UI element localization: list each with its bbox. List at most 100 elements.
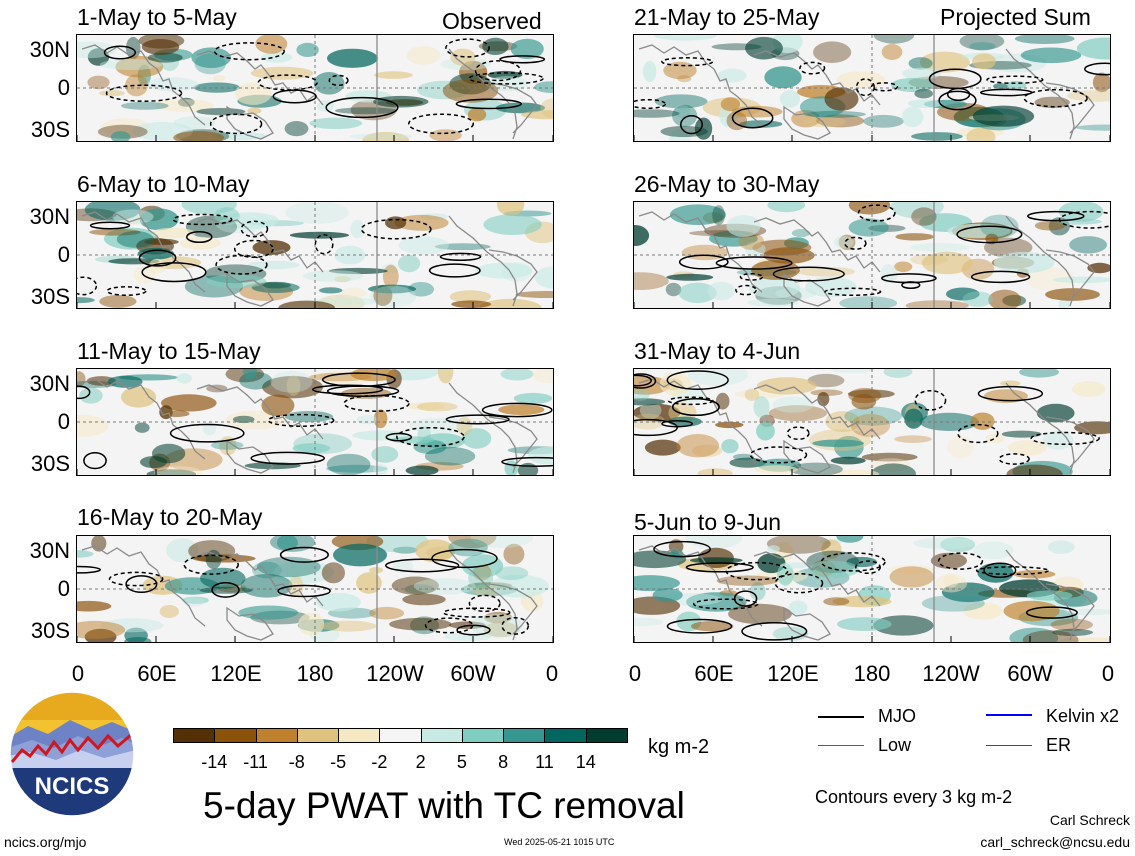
anomaly-patch	[99, 90, 125, 97]
anomaly-patch	[1092, 72, 1110, 93]
mjo-contour	[749, 446, 808, 464]
mjo-contour	[183, 554, 239, 575]
panel-title: 5-Jun to 9-Jun	[634, 509, 782, 535]
anomaly-patch	[803, 110, 866, 118]
anomaly-patch	[89, 228, 141, 236]
anomaly-patch	[894, 261, 913, 273]
anomaly-patch	[429, 129, 462, 141]
mjo-contour	[671, 397, 720, 417]
mjo-contour	[326, 385, 400, 397]
coastline	[753, 551, 881, 607]
coastline	[638, 545, 763, 627]
anomaly-patch	[678, 282, 717, 303]
anomaly-patch	[752, 239, 812, 256]
mjo-contour	[661, 57, 714, 67]
map-panel	[76, 201, 554, 309]
anomaly-patch	[1047, 540, 1075, 554]
timestamp: Wed 2025-05-21 1015 UTC	[504, 837, 615, 847]
anomaly-patch	[1076, 37, 1110, 60]
colorbar-swatch	[173, 728, 216, 743]
footer-url[interactable]: ncics.org/mjo	[4, 834, 87, 850]
anomaly-patch	[434, 243, 491, 251]
anomaly-patch	[634, 413, 666, 430]
anomaly-patch	[721, 439, 739, 454]
y-tick-label: 30N	[29, 37, 70, 62]
panel-title: 1-May to 5-May	[77, 4, 237, 30]
anomaly-patch	[634, 617, 664, 627]
anomaly-patch	[500, 369, 534, 381]
anomaly-patch	[775, 287, 817, 299]
anomaly-patch	[711, 43, 762, 51]
anomaly-patch	[373, 464, 389, 475]
anomaly-patch	[437, 369, 454, 384]
anomaly-patch	[270, 370, 313, 393]
coastline	[488, 82, 538, 134]
anomaly-patch	[374, 71, 413, 79]
author-email[interactable]: carl_schreck@ncsu.edu	[980, 834, 1130, 850]
anomaly-patch	[261, 52, 293, 63]
coastline	[638, 378, 763, 460]
mjo-contour	[956, 225, 1023, 244]
anomaly-patch	[697, 468, 733, 475]
anomaly-patch	[489, 574, 549, 598]
anomaly-patch	[909, 243, 970, 252]
low-legend-line	[818, 745, 864, 746]
colorbar-label: -11	[243, 752, 268, 772]
anomaly-patch	[665, 282, 682, 297]
anomaly-patch	[825, 411, 860, 433]
anomaly-patch	[398, 254, 421, 273]
anomaly-patch	[125, 74, 148, 97]
mjo-contour	[937, 552, 984, 570]
anomaly-patch	[1069, 236, 1108, 254]
anomaly-patch	[448, 536, 497, 549]
anomaly-patch	[326, 453, 371, 475]
mjo-contour	[666, 618, 733, 634]
anomaly-patch	[673, 104, 691, 118]
mjo-contour	[957, 423, 999, 444]
anomaly-patch	[888, 565, 934, 574]
anomaly-patch	[496, 202, 525, 216]
anomaly-patch	[77, 41, 117, 59]
anomaly-patch	[687, 369, 749, 386]
panel-title: 6-May to 10-May	[77, 171, 250, 197]
anomaly-patch	[738, 232, 764, 250]
anomaly-patch	[890, 77, 936, 93]
anomaly-patch	[733, 453, 754, 461]
coastline	[1045, 583, 1095, 635]
anomaly-patch	[907, 99, 942, 108]
mjo-contour	[735, 284, 757, 296]
anomaly-patch	[173, 131, 225, 141]
anomaly-patch	[941, 582, 995, 603]
anomaly-patch	[940, 537, 975, 553]
anomaly-patch	[369, 285, 417, 308]
anomaly-patch	[1007, 440, 1047, 456]
legend-label-mjo: MJO	[878, 706, 916, 726]
mjo-contour	[279, 546, 329, 563]
x-tick-label: 180	[853, 661, 891, 686]
mjo-contour	[215, 254, 268, 275]
colorbar-swatch	[255, 728, 298, 743]
anomaly-patch	[905, 300, 969, 308]
anomaly-patch	[1019, 369, 1060, 378]
mjo-contour	[1030, 431, 1100, 446]
mjo-contour	[314, 233, 334, 255]
anomaly-patch	[173, 116, 216, 130]
kelvin-legend-line	[986, 714, 1032, 716]
coastline	[753, 384, 881, 440]
anomaly-patch	[1001, 430, 1042, 438]
map-panel	[76, 368, 554, 476]
anomaly-patch	[634, 403, 681, 422]
mjo-contour	[138, 249, 177, 267]
anomaly-patch	[1042, 430, 1074, 450]
mjo-contour	[634, 373, 657, 389]
anomaly-patch	[904, 408, 923, 429]
anomaly-patch	[398, 236, 449, 255]
colorbar-swatch	[585, 728, 628, 743]
coastline	[196, 384, 324, 440]
mjo-contour	[844, 236, 867, 250]
mjo-contour	[914, 389, 947, 411]
anomaly-patch	[154, 466, 203, 475]
anomaly-patch	[1025, 267, 1075, 291]
mjo-contour	[468, 72, 544, 85]
author: Carl Schreck	[1049, 812, 1130, 828]
